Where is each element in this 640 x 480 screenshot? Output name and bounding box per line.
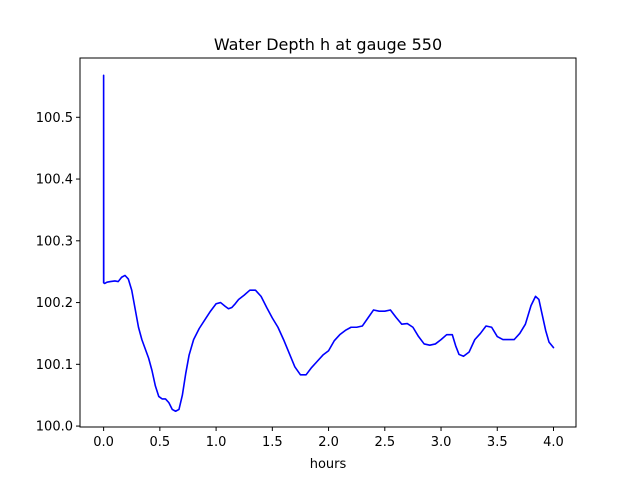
y-tick-label: 100.3 — [36, 234, 73, 249]
chart-title: Water Depth h at gauge 550 — [214, 35, 442, 54]
x-tick-label: 0.0 — [93, 435, 114, 450]
plot-area — [79, 57, 577, 428]
series-layer — [102, 74, 555, 413]
y-tick-label: 100.2 — [36, 296, 73, 311]
y-tick-label: 100.1 — [36, 358, 73, 373]
y-tick-label: 100.5 — [36, 111, 73, 126]
x-axis: 0.0 0.5 1.0 1.5 2.0 2.5 3.0 3.5 4.0 — [93, 427, 564, 450]
x-tick-label: 1.5 — [262, 435, 283, 450]
series-line-0 — [102, 74, 555, 413]
axes-frame — [79, 57, 577, 428]
x-tick-label: 3.0 — [431, 435, 452, 450]
x-tick-label: 3.5 — [487, 435, 508, 450]
x-tick-label: 2.0 — [318, 435, 339, 450]
x-tick-label: 1.0 — [206, 435, 227, 450]
y-tick-label: 100.0 — [36, 420, 73, 435]
x-axis-label: hours — [310, 457, 347, 472]
plot-background — [80, 58, 576, 427]
x-tick-label: 2.5 — [374, 435, 395, 450]
x-tick-label: 4.0 — [543, 435, 564, 450]
y-tick-label: 100.4 — [36, 173, 73, 188]
x-tick-label: 0.5 — [150, 435, 171, 450]
y-axis: 100.0 100.1 100.2 100.3 100.4 100.5 — [36, 111, 80, 435]
